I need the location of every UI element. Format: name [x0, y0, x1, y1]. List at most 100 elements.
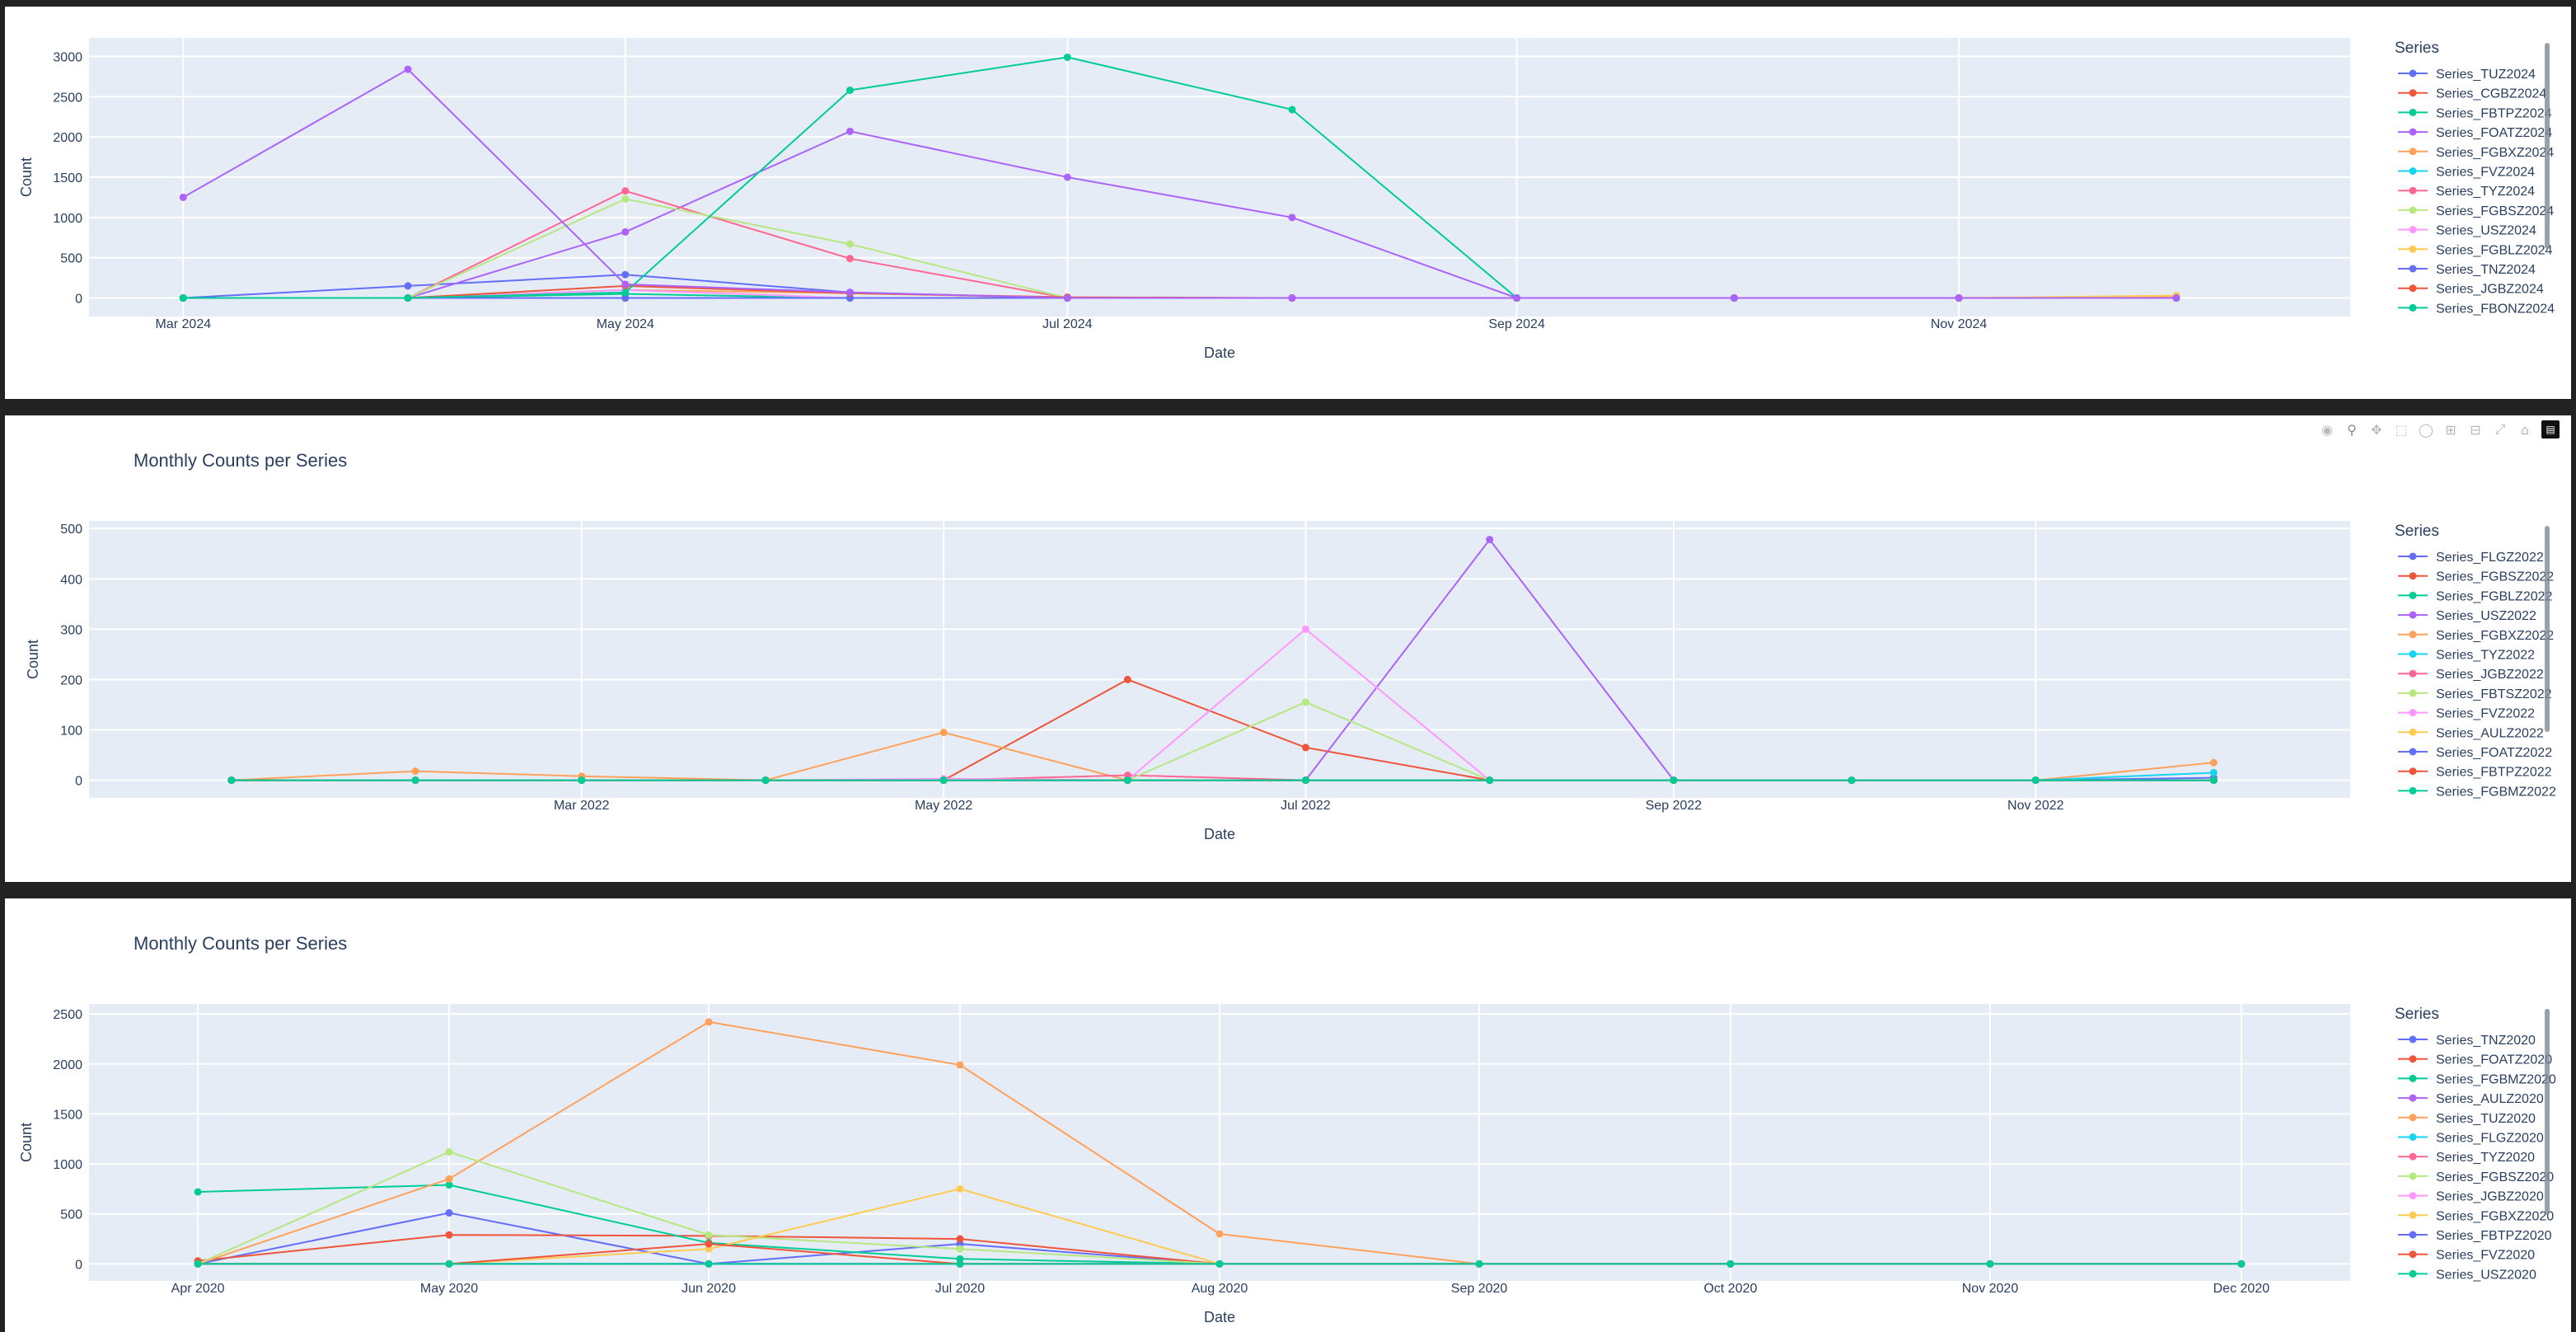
data-point[interactable] [404, 294, 412, 303]
data-point[interactable] [1288, 213, 1296, 222]
data-point[interactable] [2172, 294, 2180, 303]
data-point[interactable] [845, 240, 854, 248]
pan-icon[interactable]: ✥ [2371, 421, 2382, 438]
data-point[interactable] [1301, 625, 1309, 633]
autoscale-icon[interactable]: ⤢ [2494, 421, 2506, 437]
data-point[interactable] [445, 1209, 453, 1217]
legend-item[interactable]: Series_FGBSZ2020 [2398, 1170, 2554, 1184]
data-point[interactable] [1726, 1259, 1735, 1268]
data-point[interactable] [411, 776, 419, 785]
data-point[interactable] [845, 288, 854, 297]
data-point[interactable] [621, 227, 630, 236]
legend-item[interactable]: Series_FBTPZ2024 [2398, 106, 2552, 120]
data-point[interactable] [761, 776, 770, 785]
data-point[interactable] [956, 1184, 964, 1193]
data-point[interactable] [1955, 294, 1963, 303]
data-point[interactable] [2209, 768, 2218, 776]
data-point[interactable] [404, 282, 412, 290]
data-point[interactable] [1301, 743, 1309, 752]
reset-axes-icon[interactable]: ⌂ [2520, 421, 2530, 438]
data-point[interactable] [621, 195, 630, 203]
legend-item[interactable]: Series_TYZ2024 [2398, 185, 2535, 199]
legend-item[interactable]: Series_TUZ2020 [2398, 1112, 2536, 1126]
legend-scrollbar[interactable] [2545, 43, 2550, 249]
data-point[interactable] [179, 294, 187, 303]
data-point[interactable] [705, 1231, 713, 1239]
legend-item[interactable]: Series_FGBXZ2020 [2398, 1209, 2554, 1223]
lasso-icon[interactable]: ◯ [2419, 421, 2433, 438]
data-point[interactable] [705, 1240, 713, 1248]
legend-item[interactable]: Series_JGBZ2022 [2398, 668, 2544, 682]
data-point[interactable] [621, 280, 630, 288]
legend-item[interactable]: Series_AULZ2022 [2398, 726, 2544, 740]
legend-item[interactable]: Series_FOATZ2022 [2398, 746, 2552, 760]
legend-item[interactable]: Series_TUZ2024 [2398, 68, 2536, 82]
data-point[interactable] [1288, 106, 1296, 114]
data-point[interactable] [705, 1259, 713, 1268]
legend-item[interactable]: Series_FLGZ2020 [2398, 1132, 2544, 1146]
data-point[interactable] [956, 1061, 964, 1069]
data-point[interactable] [445, 1148, 453, 1156]
legend-scrollbar[interactable] [2545, 1009, 2550, 1215]
data-point[interactable] [1288, 294, 1296, 303]
data-point[interactable] [1513, 294, 1521, 303]
data-point[interactable] [621, 270, 630, 279]
legend-item[interactable]: Series_FGBSZ2022 [2398, 570, 2554, 584]
data-point[interactable] [1486, 536, 1494, 544]
zoom-in-icon[interactable]: ⊞ [2445, 421, 2457, 438]
legend-item[interactable]: Series_FGBLZ2022 [2398, 589, 2553, 603]
data-point[interactable] [179, 193, 187, 201]
data-point[interactable] [1063, 294, 1071, 303]
legend-item[interactable]: Series_FBTPZ2022 [2398, 766, 2552, 780]
legend-item[interactable]: Series_FGBMZ2022 [2398, 785, 2556, 799]
data-point[interactable] [621, 294, 630, 303]
zoom-out-icon[interactable]: ⊟ [2470, 421, 2481, 438]
data-point[interactable] [939, 729, 948, 737]
legend-item[interactable]: Series_TNZ2020 [2398, 1034, 2536, 1048]
legend-item[interactable]: Series_FOATZ2020 [2398, 1053, 2552, 1067]
data-point[interactable] [411, 767, 419, 776]
data-point[interactable] [1848, 776, 1856, 785]
data-point[interactable] [1063, 53, 1071, 61]
data-point[interactable] [1123, 675, 1131, 683]
data-point[interactable] [2209, 758, 2218, 767]
data-point[interactable] [227, 776, 236, 785]
series-line[interactable] [182, 68, 2176, 299]
data-point[interactable] [845, 86, 854, 94]
series-series_fgbmz2022[interactable] [227, 776, 2218, 785]
data-point[interactable] [1475, 1259, 1483, 1268]
data-point[interactable] [2237, 1259, 2246, 1268]
legend-item[interactable]: Series_TYZ2022 [2398, 649, 2535, 663]
series-series_usz2020[interactable] [194, 1259, 2246, 1268]
data-point[interactable] [1670, 776, 1678, 785]
data-point[interactable] [939, 776, 948, 785]
data-point[interactable] [956, 1235, 964, 1243]
data-point[interactable] [578, 776, 586, 785]
legend-item[interactable]: Series_JGBZ2020 [2398, 1190, 2544, 1204]
data-point[interactable] [956, 1245, 964, 1253]
data-point[interactable] [621, 187, 630, 195]
legend-item[interactable]: Series_FGBXZ2022 [2398, 629, 2554, 643]
legend-item[interactable]: Series_TNZ2024 [2398, 263, 2536, 277]
legend-item[interactable]: Series_FOATZ2024 [2398, 126, 2552, 140]
data-point[interactable] [194, 1259, 202, 1268]
data-point[interactable] [956, 1259, 964, 1268]
legend-item[interactable]: Series_FBTPZ2020 [2398, 1229, 2552, 1243]
data-point[interactable] [445, 1231, 453, 1239]
data-point[interactable] [1730, 294, 1738, 303]
camera-icon[interactable]: ◉ [2321, 421, 2333, 438]
box-select-icon[interactable]: ⬚ [2395, 421, 2408, 438]
data-point[interactable] [1215, 1230, 1224, 1238]
legend-item[interactable]: Series_USZ2022 [2398, 609, 2536, 623]
data-point[interactable] [2209, 776, 2218, 785]
data-point[interactable] [1986, 1259, 1994, 1268]
data-point[interactable] [1486, 776, 1494, 785]
legend-item[interactable]: Series_TYZ2020 [2398, 1151, 2535, 1165]
legend-item[interactable]: Series_FGBXZ2024 [2398, 146, 2554, 160]
plot-area[interactable] [89, 521, 2350, 798]
plotly-logo-icon[interactable]: ▤ [2541, 420, 2560, 439]
legend-item[interactable]: Series_USZ2024 [2398, 224, 2536, 238]
data-point[interactable] [1215, 1259, 1224, 1268]
zoom-icon[interactable]: ⚲ [2347, 421, 2357, 438]
data-point[interactable] [1063, 173, 1071, 181]
